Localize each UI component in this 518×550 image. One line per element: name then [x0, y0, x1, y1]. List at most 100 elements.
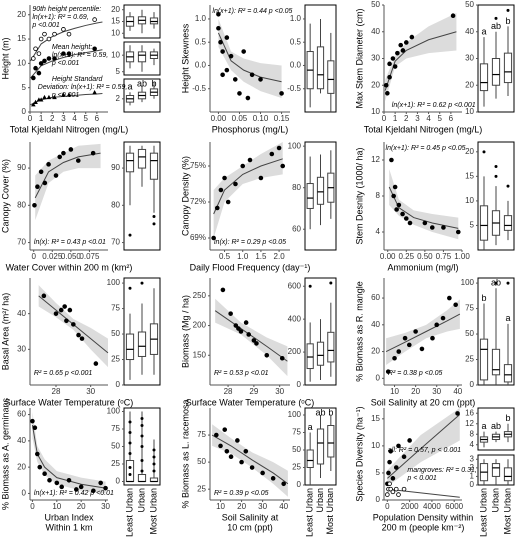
box	[316, 46, 325, 90]
group-letter: a	[481, 26, 486, 36]
point	[61, 27, 66, 32]
panel-frame	[123, 277, 161, 386]
x-tick-label: 30	[432, 387, 441, 396]
point	[409, 34, 415, 40]
y-tick-label: 25	[111, 355, 120, 364]
x-tick-label: 0.00	[211, 114, 227, 123]
point	[280, 163, 286, 169]
annotation: Height Standard	[52, 76, 104, 83]
group-letter: a	[481, 421, 486, 431]
outlier	[152, 448, 156, 452]
outlier	[128, 452, 132, 455]
outlier	[128, 286, 132, 290]
point	[396, 202, 402, 208]
point	[36, 70, 42, 76]
point	[402, 335, 408, 341]
point	[396, 492, 401, 497]
outlier	[482, 150, 486, 154]
x-tick-label: 29	[249, 387, 258, 396]
y-tick-label: 20	[465, 147, 474, 156]
x-tick-label: Least Urban	[478, 488, 488, 537]
point	[396, 443, 401, 449]
point	[62, 304, 67, 309]
y-tick-label: 20	[465, 80, 474, 89]
box	[125, 152, 135, 173]
y-tick-label: 50	[292, 445, 301, 454]
x-axis-label: Surface Water Temperature (ᵒC)	[5, 397, 133, 407]
y-axis-label: % Biomass as A. germinans	[0, 397, 10, 510]
panel-frame	[304, 277, 337, 386]
x-tick-label: 4000	[423, 502, 441, 511]
point	[419, 346, 425, 352]
x-tick-label: Most Urban	[325, 488, 335, 535]
outlier	[152, 455, 156, 459]
y-tick-label: 10	[371, 107, 380, 116]
x-tick-label: 1.00	[454, 252, 470, 261]
x-tick-label: 0	[382, 114, 387, 123]
y-tick-label: 69%	[190, 233, 206, 242]
point	[68, 147, 74, 152]
point	[281, 481, 286, 487]
group-letter: ab	[491, 421, 501, 431]
point	[92, 17, 97, 22]
group-letter: b	[481, 293, 486, 303]
box	[327, 60, 335, 94]
group-letter: ab	[491, 21, 501, 31]
y-tick-label: 80	[111, 200, 120, 209]
box	[137, 331, 147, 357]
point	[54, 480, 60, 486]
point	[47, 477, 52, 483]
box	[137, 474, 147, 482]
point	[279, 355, 285, 361]
point	[430, 335, 435, 341]
point	[249, 465, 255, 470]
x-tick-label: 6000	[445, 502, 463, 511]
y-tick-label: 70	[17, 238, 26, 247]
box	[137, 148, 147, 169]
point	[403, 40, 409, 45]
point	[406, 342, 412, 348]
y-tick-label: 3	[470, 454, 475, 463]
fit-line	[388, 186, 459, 229]
point	[211, 235, 216, 241]
point	[251, 338, 257, 343]
point	[269, 151, 275, 157]
annotation: ln(x+1): R² = 0.59,	[52, 52, 108, 59]
outlier	[140, 469, 144, 473]
point	[258, 77, 263, 82]
x-tick-label: Urban	[136, 488, 146, 513]
outlier	[152, 469, 156, 473]
point	[218, 39, 223, 45]
outlier	[494, 165, 498, 169]
annotation: R² = 0.39 p <0.05	[214, 490, 269, 497]
fit-line	[387, 488, 460, 498]
point	[224, 67, 230, 73]
point	[385, 369, 391, 374]
y-tick-label: 15	[371, 414, 380, 423]
x-tick-label: 0	[31, 252, 36, 261]
point	[61, 92, 66, 97]
point	[214, 432, 219, 438]
x-tick-label: 1	[393, 114, 398, 123]
annotation: ln(x+1): R² = 0.69,	[32, 14, 88, 21]
annotation: ln(x+1): R² = 0.44 p <0.05	[212, 8, 292, 15]
x-tick-label: 0.5	[219, 252, 231, 261]
point	[240, 163, 246, 169]
point	[66, 51, 72, 56]
point	[42, 31, 47, 37]
x-axis-label: Urban Index	[44, 512, 94, 522]
x-tick-label: 10	[52, 502, 61, 511]
point	[238, 329, 244, 334]
point	[383, 82, 389, 88]
y-tick-label: 12	[371, 155, 380, 164]
point	[387, 61, 392, 67]
confidence-band	[386, 299, 460, 365]
fit-line	[214, 310, 288, 362]
confidence-band	[218, 18, 282, 99]
point	[391, 193, 396, 199]
y-tick-label: 25	[465, 355, 474, 364]
point	[98, 480, 103, 486]
y-tick-label: 60	[17, 410, 26, 419]
panel-frame	[304, 4, 337, 113]
